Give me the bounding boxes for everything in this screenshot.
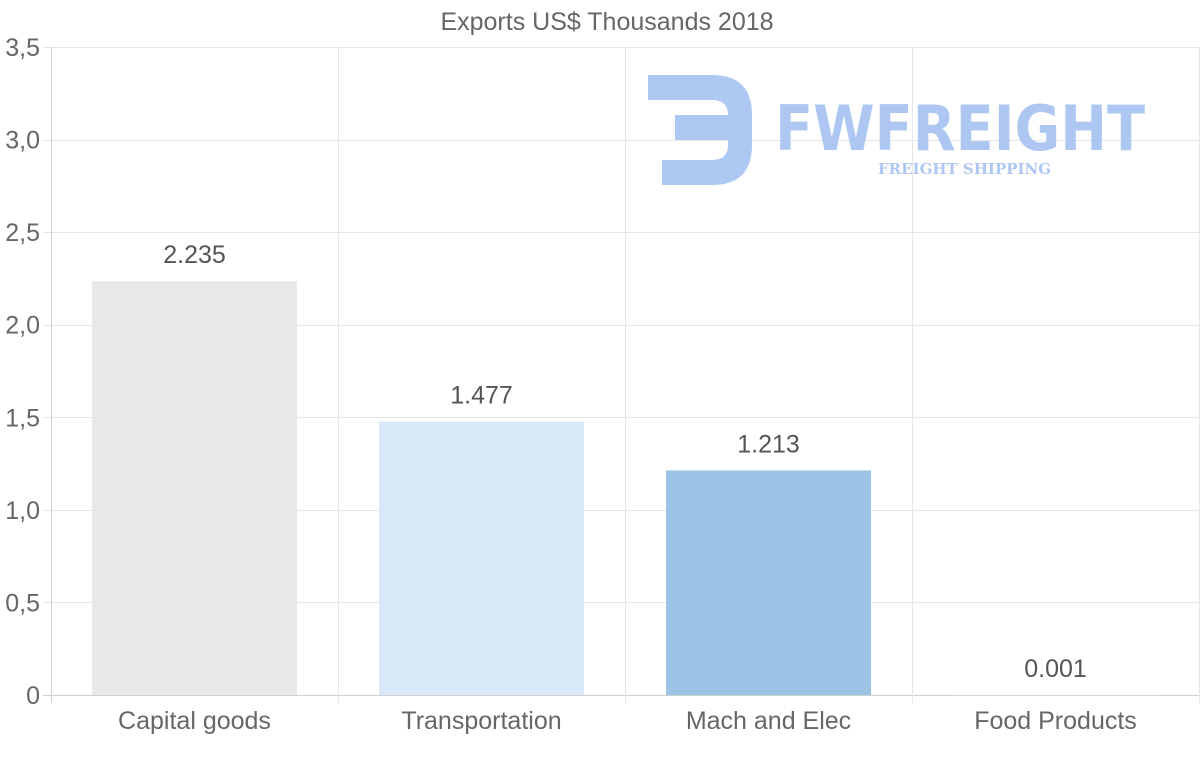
data-label: 0.001	[1024, 655, 1087, 683]
bar	[953, 694, 1158, 696]
x-tick-label: Transportation	[401, 707, 561, 735]
fwfreight-logo-icon	[648, 75, 752, 185]
x-axis: Capital goods Transportation Mach and Elec…	[118, 707, 1137, 735]
y-tick-label: 2,5	[5, 219, 40, 247]
y-tick-label: 1,0	[5, 497, 40, 525]
data-labels: 2.235 1.477 1.213 0.001	[163, 241, 1087, 683]
data-label: 1.213	[737, 430, 800, 458]
y-axis: 0 0,5 1,0 1,5 2,0 2,5 3,0 3,5	[5, 34, 40, 710]
chart-title: Exports US$ Thousands 2018	[440, 8, 773, 36]
watermark-tagline: FREIGHT SHIPPING	[878, 160, 1051, 178]
y-tick-label: 3,0	[5, 127, 40, 155]
x-tick-label: Mach and Elec	[686, 707, 851, 735]
bars	[92, 281, 1158, 696]
bar	[666, 470, 871, 695]
y-tick-label: 2,0	[5, 312, 40, 340]
data-label: 2.235	[163, 241, 226, 269]
y-tick-label: 1,5	[5, 404, 40, 432]
data-label: 1.477	[450, 382, 513, 410]
x-tick-label: Capital goods	[118, 707, 271, 735]
y-tick-label: 3,5	[5, 34, 40, 62]
bar	[92, 281, 297, 695]
y-tick-label: 0,5	[5, 589, 40, 617]
y-tick-label: 0	[26, 682, 40, 710]
watermark-brand: FWFREIGHT	[775, 92, 1145, 165]
fwfreight-watermark: FWFREIGHT FREIGHT SHIPPING	[648, 75, 1145, 185]
x-tick-label: Food Products	[974, 707, 1137, 735]
bar	[379, 421, 584, 695]
